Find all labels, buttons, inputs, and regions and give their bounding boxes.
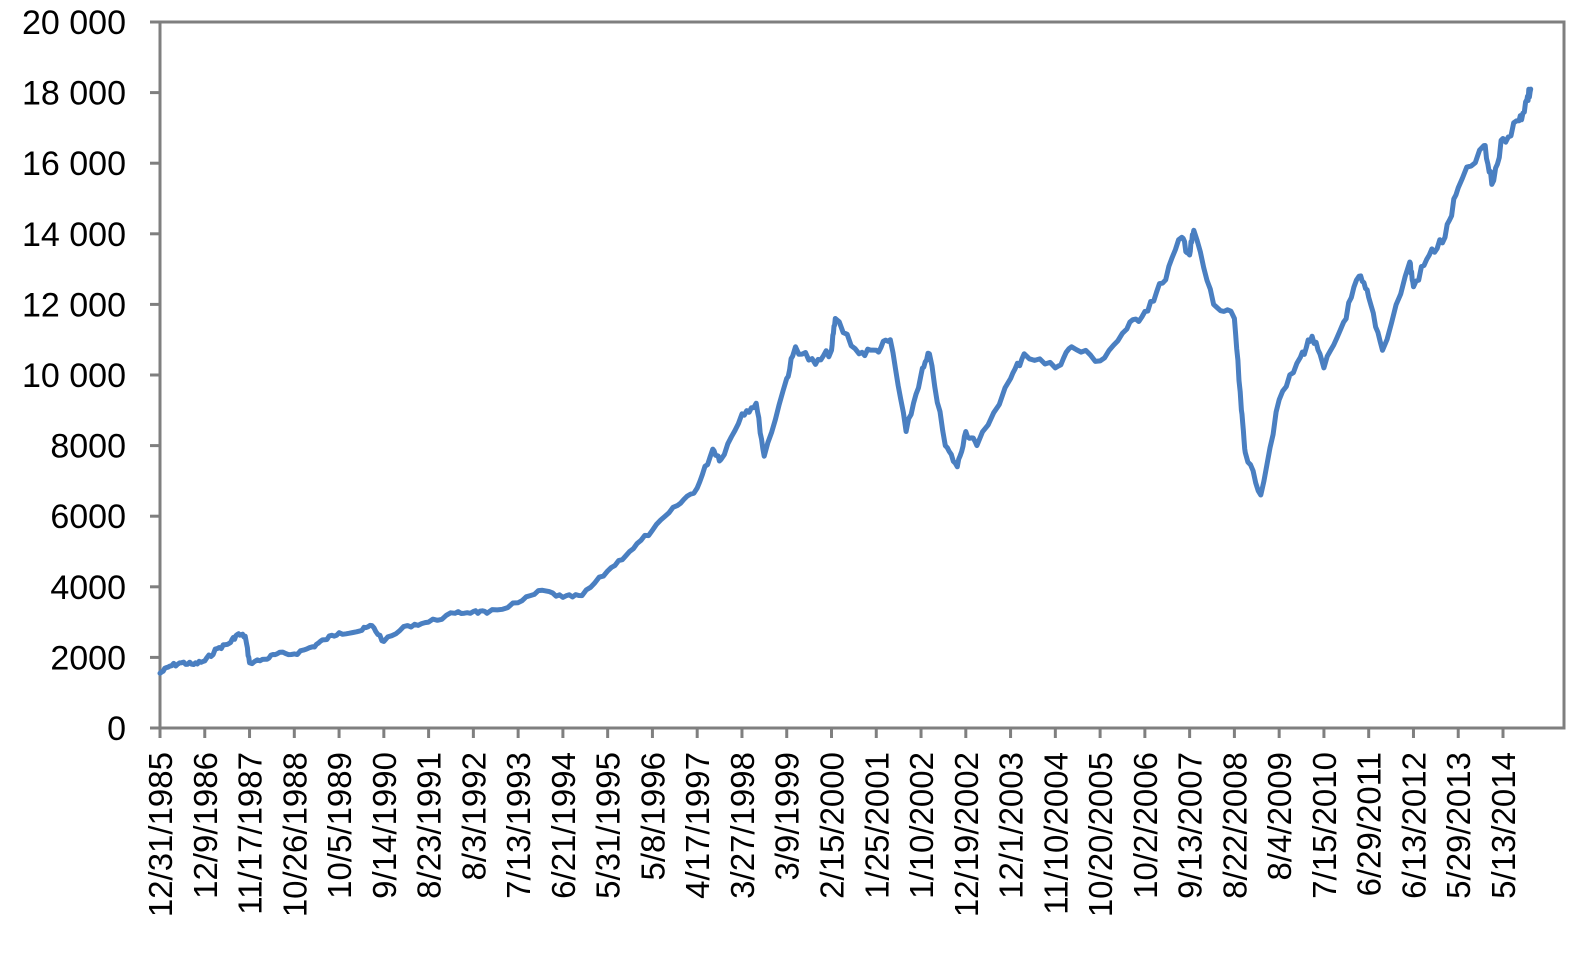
x-tick-label: 6/21/1994 bbox=[545, 752, 582, 899]
x-tick-label: 8/23/1991 bbox=[411, 752, 448, 899]
x-tick-label: 7/15/2010 bbox=[1306, 752, 1343, 899]
x-tick-label: 4/17/1997 bbox=[679, 752, 716, 899]
x-tick-label: 5/8/1996 bbox=[634, 752, 671, 880]
x-tick-label: 6/13/2012 bbox=[1395, 752, 1432, 899]
x-tick-label: 8/4/2009 bbox=[1261, 752, 1298, 880]
x-tick-label: 3/9/1999 bbox=[769, 752, 806, 880]
y-tick-label: 0 bbox=[107, 710, 126, 748]
y-tick-label: 16 000 bbox=[22, 145, 126, 183]
x-tick-label: 2/15/2000 bbox=[814, 752, 851, 899]
x-tick-label: 1/25/2001 bbox=[858, 752, 895, 899]
y-tick-label: 20 000 bbox=[22, 4, 126, 42]
x-tick-label: 6/29/2011 bbox=[1351, 752, 1388, 896]
x-tick-label: 5/13/2014 bbox=[1485, 752, 1522, 899]
x-tick-label: 11/10/2004 bbox=[1037, 752, 1074, 915]
y-tick-label: 8000 bbox=[50, 428, 126, 466]
y-tick-label: 4000 bbox=[50, 569, 126, 607]
x-tick-label: 12/1/2003 bbox=[993, 752, 1030, 899]
y-tick-label: 12 000 bbox=[22, 286, 126, 324]
x-tick-label: 10/2/2006 bbox=[1127, 752, 1164, 899]
x-axis-ticks: 12/31/1985 12/9/1986 11/17/1987 10/26/1988 1… bbox=[142, 728, 1522, 917]
y-axis-ticks: 0 2000 4000 6000 8000 10 000 12 000 14 000 16 00… bbox=[22, 4, 160, 748]
x-tick-label: 12/31/1985 bbox=[142, 752, 179, 917]
y-tick-label: 2000 bbox=[50, 639, 126, 677]
x-tick-label: 10/20/2005 bbox=[1082, 752, 1119, 917]
x-tick-label: 12/19/2002 bbox=[948, 752, 985, 917]
x-tick-label: 10/26/1988 bbox=[276, 752, 313, 917]
x-tick-label: 5/31/1995 bbox=[590, 752, 627, 899]
y-tick-label: 6000 bbox=[50, 498, 126, 536]
series-layer bbox=[157, 86, 1534, 676]
x-tick-label: 5/29/2013 bbox=[1440, 752, 1477, 899]
x-tick-label: 9/13/2007 bbox=[1172, 752, 1209, 899]
x-tick-label: 10/5/1989 bbox=[321, 752, 358, 899]
y-tick-label: 14 000 bbox=[22, 216, 126, 254]
x-tick-label: 9/14/1990 bbox=[366, 752, 403, 899]
x-tick-label: 1/10/2002 bbox=[903, 752, 940, 899]
series-line bbox=[157, 86, 1534, 676]
x-tick-label: 12/9/1986 bbox=[187, 752, 224, 899]
y-tick-label: 18 000 bbox=[22, 75, 126, 113]
x-tick-label: 11/17/1987 bbox=[232, 752, 269, 915]
x-tick-label: 7/13/1993 bbox=[500, 752, 537, 899]
plot-area-frame bbox=[158, 20, 1566, 730]
x-tick-label: 8/22/2008 bbox=[1216, 752, 1253, 899]
y-tick-label: 10 000 bbox=[22, 357, 126, 395]
x-tick-label: 8/3/1992 bbox=[455, 752, 492, 880]
x-tick-label: 3/27/1998 bbox=[724, 752, 761, 899]
